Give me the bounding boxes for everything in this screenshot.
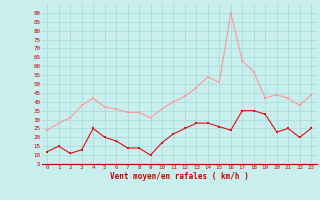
X-axis label: Vent moyen/en rafales ( km/h ): Vent moyen/en rafales ( km/h ) [110,172,249,181]
